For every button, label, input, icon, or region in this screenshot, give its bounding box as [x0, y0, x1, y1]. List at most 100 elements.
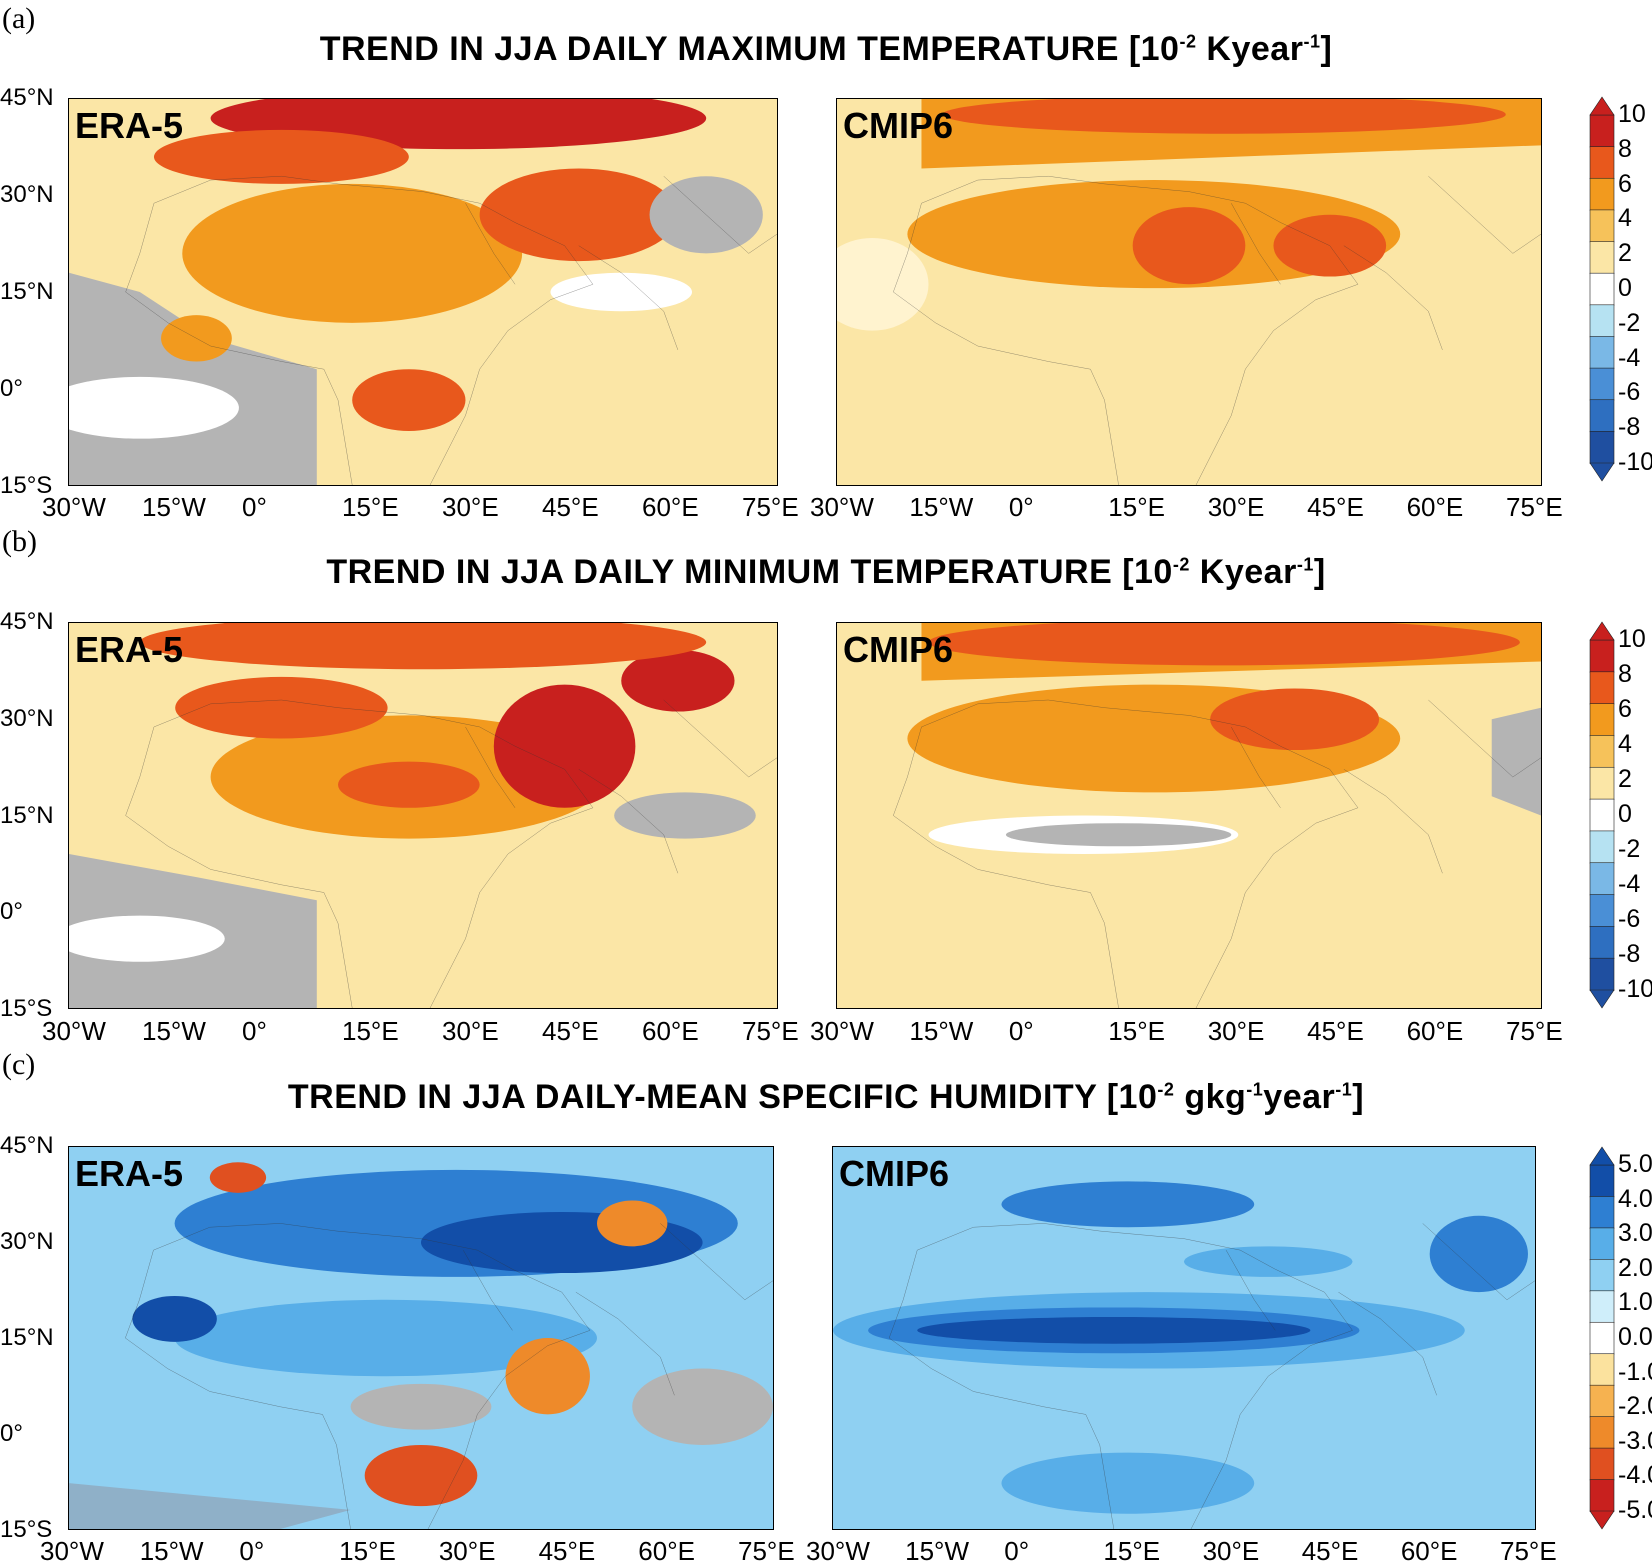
coastline [126, 176, 777, 485]
colorbar-tick-label: 3.0 [1618, 1219, 1652, 1248]
panel-letter-a: (a) [2, 2, 36, 35]
near-zero-area [550, 272, 693, 312]
latitude-tick-label: 45°N [0, 84, 54, 111]
insignificant-area [1005, 823, 1232, 847]
longitude-tick-label: 45°E [1307, 492, 1364, 522]
insignificant-area [614, 792, 756, 839]
colorbar-segment [1589, 957, 1615, 991]
coastline [893, 700, 1541, 1008]
coastline [125, 1223, 773, 1529]
field-patch [153, 129, 409, 184]
colorbar-segment [1589, 1227, 1615, 1261]
insignificant-area [350, 1383, 492, 1430]
latitude-tick-label: 0° [0, 1420, 23, 1447]
coastline [126, 700, 777, 1008]
colorbar-segment [1589, 114, 1615, 148]
colorbar-segment [1589, 336, 1615, 369]
colorbar-tick-label: -3.0 [1618, 1426, 1652, 1455]
colorbar-segment [1589, 241, 1615, 274]
colorbar-segment [1589, 1290, 1615, 1324]
latitude-tick-label: 15°S [0, 995, 53, 1022]
near-zero-area [69, 376, 239, 439]
latitude-tick-label: 30°N [0, 704, 54, 732]
longitude-tick-label: 45°E [538, 1536, 596, 1566]
map-cmip6-humidity: CMIP6 [832, 1146, 1536, 1530]
colorbar-tick-label: -2 [1618, 835, 1641, 863]
colorbar-segment [1589, 926, 1615, 959]
longitude-tick-label: 0° [1008, 492, 1034, 522]
field-patch [479, 168, 678, 262]
longitude-tick-label: 0° [239, 1536, 265, 1566]
colorbar-segment [1589, 862, 1615, 896]
colorbar-lower-arrow [1589, 1510, 1615, 1530]
colorbar-segment [1589, 146, 1615, 180]
colorbar-tick-label: -2 [1618, 308, 1641, 337]
colorbar-segment [1589, 367, 1615, 401]
colorbar-tick-label: -10 [1618, 975, 1652, 1003]
longitude-tick-label: 15°W [139, 1536, 204, 1566]
longitude-tick-label: 75°E [1506, 1016, 1563, 1046]
longitude-tick-label: 0° [1004, 1536, 1030, 1566]
longitude-tick-label: 60°E [642, 492, 699, 522]
map-label-era5: ERA-5 [75, 105, 184, 146]
panel-letter-c: (c) [2, 1048, 36, 1081]
longitude-tick-label: 15°W [909, 1016, 974, 1046]
colorbar-upper-arrow [1589, 1146, 1615, 1166]
colorbar-tick-label: 0.0 [1618, 1323, 1652, 1351]
longitude-tick-label: 30°W [40, 1536, 104, 1566]
colorbar-segment [1589, 766, 1615, 800]
field-patch [175, 676, 388, 739]
colorbar-tick-label: 10 [1618, 625, 1646, 653]
colorbar-segment [1589, 1164, 1615, 1198]
longitude-tick-label: 15°E [342, 1016, 399, 1046]
longitude-tick-label: 15°W [142, 492, 206, 522]
colorbar-tick-label: 2 [1618, 239, 1632, 268]
longitude-tick-label: 15°E [1108, 1016, 1165, 1046]
field-patch [364, 1444, 478, 1507]
insignificant-area [1491, 707, 1541, 816]
colorbar-tick-label: 4 [1618, 204, 1632, 233]
map-cmip6-tmin: CMIP6 [836, 622, 1542, 1009]
colorbar-segment [1589, 1479, 1615, 1512]
panel-title-b: TREND IN JJA DAILY MINIMUM TEMPERATURE [… [326, 553, 1326, 591]
latitude-tick-label: 15°N [0, 278, 54, 305]
colorbar-segment [1589, 735, 1615, 769]
colorbar-segment [1589, 830, 1615, 864]
colorbar-segment [1589, 1353, 1615, 1386]
longitude-tick-label: 30°E [442, 492, 499, 522]
colorbar-tick-label: 8 [1618, 660, 1632, 688]
map-cmip6-tmax: CMIP6 [836, 98, 1542, 486]
longitude-tick-label: 60°E [642, 1016, 699, 1046]
longitude-tick-label: 0° [242, 1016, 267, 1046]
colorbar-tick-label: 1.0 [1618, 1288, 1652, 1317]
field-patch [174, 1299, 597, 1377]
longitude-tick-label: 0° [242, 492, 267, 522]
longitude-tick-label: 75°E [1500, 1536, 1557, 1566]
map-label-era5: ERA-5 [75, 1153, 184, 1194]
longitude-tick-label: 60°E [638, 1536, 695, 1566]
longitude-tick-label: 45°E [542, 1016, 599, 1046]
latitude-tick-label: 45°N [0, 1132, 54, 1159]
colorbar-segment [1589, 1416, 1615, 1449]
colorbar-lower-arrow [1589, 989, 1615, 1009]
panel-letter-b: (b) [2, 525, 37, 558]
colorbar-tick-label: 4.0 [1618, 1184, 1652, 1213]
near-zero-area [69, 915, 225, 962]
colorbar-segment [1589, 639, 1615, 673]
field-patch [352, 369, 466, 431]
colorbar-segment [1589, 431, 1615, 464]
field-patch [209, 1162, 267, 1193]
insignificant-area [632, 1368, 773, 1445]
field-patch [837, 237, 929, 331]
colorbar-tick-label: 8 [1618, 134, 1632, 163]
panel-title-c: TREND IN JJA DAILY-MEAN SPECIFIC HUMIDIT… [287, 1078, 1365, 1116]
longitude-tick-label: 30°E [442, 1016, 499, 1046]
field-patch [597, 1200, 668, 1247]
field-patch [1429, 1215, 1528, 1293]
colorbar-segment [1589, 209, 1615, 243]
colorbar-tick-label: 2.0 [1618, 1253, 1652, 1282]
colorbar-segment [1589, 1196, 1615, 1229]
field-patch [928, 623, 1520, 666]
longitude-tick-label: 15°W [909, 492, 974, 522]
longitude-tick-label: 75°E [738, 1536, 795, 1566]
